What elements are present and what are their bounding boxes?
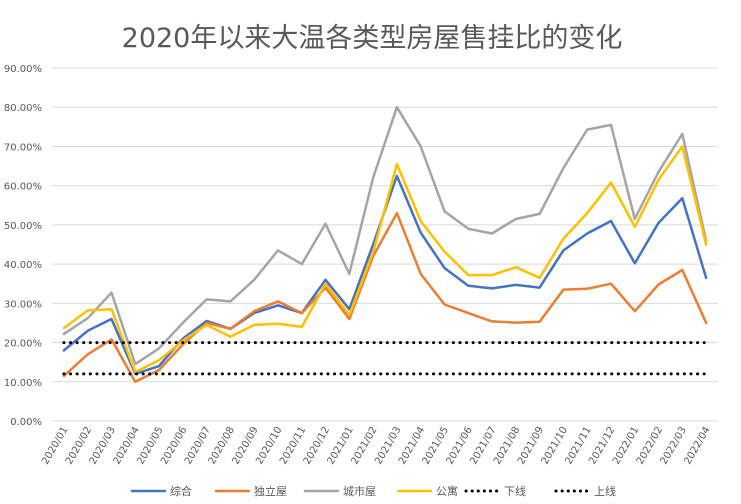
legend-label: 下线 — [504, 484, 526, 498]
series-line-3 — [62, 105, 708, 366]
y-axis-tick-labels: 0.00% 10.00% 20.00% 30.00% 40.00% 50.00% 60.00… — [4, 64, 42, 428]
legend-label: 公寓 — [436, 484, 458, 498]
y-tick-label: 70.00% — [4, 142, 42, 153]
y-tick-label: 30.00% — [4, 299, 42, 310]
legend-label: 城市屋 — [343, 484, 376, 498]
series-line-2 — [62, 211, 708, 384]
y-tick-label: 40.00% — [4, 260, 42, 271]
y-tick-label: 50.00% — [4, 221, 42, 232]
y-tick-label: 80.00% — [4, 103, 42, 114]
x-axis-tick-labels: 2020/012020/022020/032020/042020/052020/… — [40, 425, 713, 466]
y-tick-label: 90.00% — [4, 64, 42, 75]
legend-label: 上线 — [594, 484, 616, 498]
y-tick-label: 10.00% — [4, 378, 42, 389]
y-tick-label: 20.00% — [4, 339, 42, 350]
legend: 综合 独立屋 城市屋 公寓 下线 上线 — [130, 484, 616, 498]
y-tick-label: 0.00% — [10, 417, 42, 428]
y-tick-label: 60.00% — [4, 182, 42, 193]
chart-title: 2020年以来大温各类型房屋售挂比的变化 — [122, 23, 623, 54]
legend-label: 独立屋 — [254, 484, 287, 498]
legend-label: 综合 — [170, 484, 192, 498]
series-line-4 — [62, 145, 708, 374]
series-lines — [62, 105, 708, 384]
